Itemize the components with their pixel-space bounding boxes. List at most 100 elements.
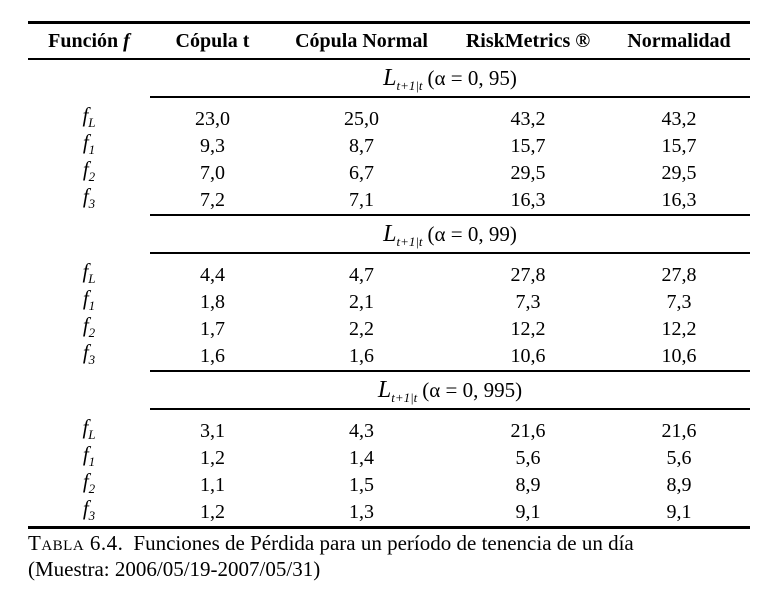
loss-functions-table: Función f Cópula t Cópula Normal RiskMet… — [28, 21, 750, 529]
f-subscript: L — [88, 271, 96, 286]
cell-riskmetrics: 21,6 — [510, 419, 546, 442]
table-bottom-rule — [28, 526, 750, 529]
header-funcion-text: Función — [48, 30, 119, 52]
f-subscript: 1 — [88, 454, 96, 469]
f-symbol: f — [82, 469, 89, 493]
column-header-riskmetrics: RiskMetrics ® — [465, 30, 591, 52]
cell-riskmetrics: 8,9 — [515, 473, 541, 496]
cell-normalidad: 21,6 — [661, 419, 697, 442]
f-symbol: f — [82, 259, 89, 283]
cell-copula-t: 9,3 — [200, 134, 225, 157]
cell-normalidad: 12,2 — [661, 317, 697, 340]
cell-riskmetrics: 7,3 — [515, 290, 541, 313]
math-subscript: t+1|t — [396, 78, 423, 94]
cell-copula-normal: 4,3 — [349, 419, 374, 442]
cell-normalidad: 5,6 — [666, 446, 692, 469]
table-row: fL 4,4 4,7 27,8 27,8 — [28, 258, 750, 286]
cell-normalidad: 10,6 — [661, 344, 697, 367]
f-subscript: 1 — [88, 298, 96, 313]
cell-copula-t: 3,1 — [200, 419, 225, 442]
row-label-f1: f1 — [28, 441, 150, 475]
f-subscript: L — [88, 115, 96, 130]
row-label-f3: f3 — [28, 339, 150, 373]
cell-normalidad: 8,9 — [666, 473, 692, 496]
column-header-copula-t: Cópula t — [175, 30, 250, 52]
table-header-row: Función f Cópula t Cópula Normal RiskMet… — [28, 24, 750, 58]
cell-riskmetrics: 29,5 — [510, 161, 546, 184]
caption-table-number: Tabla 6.4. — [28, 531, 124, 555]
row-label-fL: fL — [28, 258, 150, 292]
table-row: f1 1,8 2,1 7,3 7,3 — [28, 285, 750, 313]
table-row: f1 9,3 8,7 15,7 15,7 — [28, 129, 750, 157]
column-header-copula-normal: Cópula Normal — [295, 30, 428, 52]
cell-copula-normal: 8,7 — [349, 134, 374, 157]
cell-copula-t: 1,2 — [200, 446, 225, 469]
table-top-rule — [28, 21, 750, 24]
cell-copula-t: 7,0 — [200, 161, 225, 184]
f-subscript: 1 — [88, 142, 96, 157]
math-L-symbol: L — [383, 221, 397, 247]
cell-copula-normal: 2,2 — [349, 317, 374, 340]
cell-copula-normal: 1,3 — [349, 500, 374, 523]
row-label-f2: f2 — [28, 468, 150, 502]
f-subscript: 3 — [88, 352, 96, 367]
cell-riskmetrics: 43,2 — [510, 107, 546, 130]
cell-normalidad: 16,3 — [661, 188, 697, 211]
table-row: f2 7,0 6,7 29,5 29,5 — [28, 156, 750, 184]
cell-copula-normal: 1,5 — [349, 473, 374, 496]
table-row: f3 7,2 7,1 16,3 16,3 — [28, 183, 750, 211]
cell-copula-normal: 6,7 — [349, 161, 374, 184]
alpha-expression: (α = 0, 95) — [427, 66, 517, 90]
header-funcion-math-f: f — [123, 30, 130, 52]
table-row: f3 1,6 1,6 10,6 10,6 — [28, 339, 750, 367]
f-subscript: L — [88, 427, 96, 442]
cell-normalidad: 29,5 — [661, 161, 697, 184]
cell-riskmetrics: 16,3 — [510, 188, 546, 211]
table-row: f3 1,2 1,3 9,1 9,1 — [28, 495, 750, 523]
cell-riskmetrics: 5,6 — [515, 446, 541, 469]
cell-normalidad: 9,1 — [666, 500, 692, 523]
cell-normalidad: 7,3 — [666, 290, 692, 313]
cell-copula-t: 1,6 — [200, 344, 225, 367]
cell-normalidad: 15,7 — [661, 134, 697, 157]
f-symbol: f — [82, 130, 89, 154]
section-rows-alpha-099: fL 4,4 4,7 27,8 27,8 f1 1,8 2,1 7,3 7,3 … — [28, 254, 750, 370]
caption-text: Funciones de Pérdida para un período de … — [133, 531, 634, 555]
f-symbol: f — [82, 340, 89, 364]
f-symbol: f — [82, 286, 89, 310]
cell-normalidad: 43,2 — [661, 107, 697, 130]
f-subscript: 3 — [88, 196, 96, 211]
cell-riskmetrics: 9,1 — [515, 500, 541, 523]
row-label-fL: fL — [28, 102, 150, 136]
f-subscript: 2 — [88, 325, 96, 340]
section-rows-alpha-0995: fL 3,1 4,3 21,6 21,6 f1 1,2 1,4 5,6 5,6 … — [28, 410, 750, 526]
cell-normalidad: 27,8 — [661, 263, 697, 286]
cell-copula-normal: 2,1 — [349, 290, 374, 313]
f-symbol: f — [82, 442, 89, 466]
section-title-alpha-095: Lt+1|t (α = 0, 95) — [150, 60, 750, 96]
cell-copula-normal: 1,4 — [349, 446, 374, 469]
cell-copula-t: 1,8 — [200, 290, 225, 313]
column-header-funcion: Función f — [28, 24, 150, 58]
f-subscript: 3 — [88, 508, 96, 523]
cell-riskmetrics: 12,2 — [510, 317, 546, 340]
section-title-alpha-099: Lt+1|t (α = 0, 99) — [150, 216, 750, 252]
table-row: fL 3,1 4,3 21,6 21,6 — [28, 414, 750, 442]
table-caption: Tabla 6.4. Funciones de Pérdida para un p… — [28, 530, 754, 582]
cell-copula-normal: 25,0 — [344, 107, 379, 130]
section-title-alpha-0995: Lt+1|t (α = 0, 995) — [150, 372, 750, 408]
math-L-symbol: L — [377, 377, 392, 403]
row-label-f1: f1 — [28, 129, 150, 163]
cell-copula-t: 1,1 — [200, 473, 225, 496]
section-rule — [150, 370, 750, 372]
cell-copula-t: 4,4 — [200, 263, 225, 286]
row-label-f3: f3 — [28, 495, 150, 529]
f-symbol: f — [82, 157, 89, 181]
row-label-f1: f1 — [28, 285, 150, 319]
f-symbol: f — [82, 313, 89, 337]
cell-riskmetrics: 10,6 — [510, 344, 546, 367]
table-row: f2 1,7 2,2 12,2 12,2 — [28, 312, 750, 340]
cell-riskmetrics: 15,7 — [510, 134, 546, 157]
math-subscript: t+1|t — [391, 390, 418, 406]
